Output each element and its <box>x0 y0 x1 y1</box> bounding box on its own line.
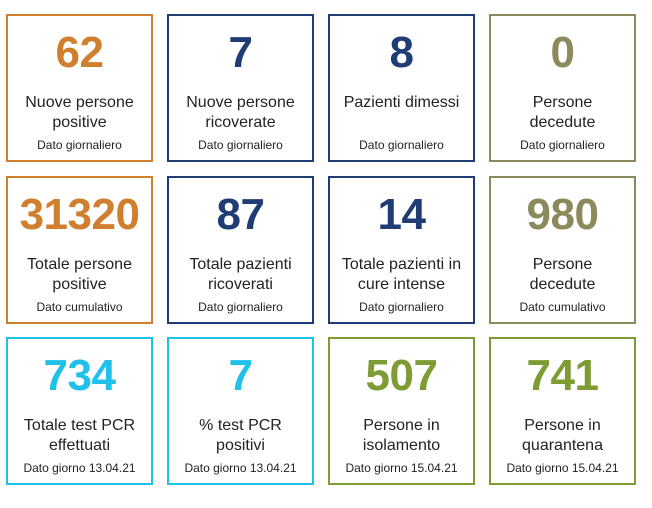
card-label: Totale pazienti ricoverati <box>189 256 292 293</box>
card-note: Dato giornaliero <box>198 300 283 314</box>
card-note: Dato giorno 15.04.21 <box>345 461 458 475</box>
card-intensive-care: 14 Totale pazienti in cure intense Dato g… <box>328 176 475 324</box>
card-value: 7 <box>228 28 253 77</box>
card-value: 87 <box>216 190 265 239</box>
card-note: Dato cumulativo <box>36 300 123 314</box>
card-label: Persone in isolamento <box>362 417 441 454</box>
card-total-positive: 31320 Totale persone positive Dato cumula… <box>6 176 153 324</box>
card-value: 507 <box>365 351 438 400</box>
card-label: Nuove persone positive <box>25 94 134 131</box>
card-note: Dato giornaliero <box>359 300 444 314</box>
card-quarantine: 741 Persone in quarantena Dato giorno 15.… <box>489 337 636 485</box>
card-total-hospitalized: 87 Totale pazienti ricoverati Dato giorna… <box>167 176 314 324</box>
card-note: Dato cumulativo <box>519 300 606 314</box>
card-value: 31320 <box>19 190 140 239</box>
card-note: Dato giornaliero <box>359 138 444 152</box>
card-discharged: 8 Pazienti dimessi Dato giornaliero <box>328 14 475 162</box>
card-value: 8 <box>389 28 414 77</box>
card-value: 734 <box>43 351 116 400</box>
card-value: 7 <box>228 351 253 400</box>
card-deceased-daily: 0 Persone decedute Dato giornaliero <box>489 14 636 162</box>
card-note: Dato giornaliero <box>37 138 122 152</box>
card-note: Dato giornaliero <box>198 138 283 152</box>
card-pcr-tests: 734 Totale test PCR effettuati Dato giorn… <box>6 337 153 485</box>
card-label: % test PCR positivi <box>199 417 282 454</box>
card-label: Nuove persone ricoverate <box>186 94 295 131</box>
card-label: Totale pazienti in cure intense <box>341 256 462 293</box>
card-deceased-cumulative: 980 Persone decedute Dato cumulativo <box>489 176 636 324</box>
card-label: Persone decedute <box>529 94 596 131</box>
card-isolation: 507 Persone in isolamento Dato giorno 15.… <box>328 337 475 485</box>
card-label: Persone in quarantena <box>522 417 603 454</box>
card-label: Totale persone positive <box>27 256 132 293</box>
card-pcr-positive-percent: 7 % test PCR positivi Dato giorno 13.04.2… <box>167 337 314 485</box>
card-label: Persone decedute <box>529 256 596 293</box>
card-note: Dato giorno 15.04.21 <box>506 461 619 475</box>
card-new-positive: 62 Nuove persone positive Dato giornalier… <box>6 14 153 162</box>
card-value: 62 <box>55 28 104 77</box>
card-note: Dato giorno 13.04.21 <box>23 461 136 475</box>
card-label: Pazienti dimessi <box>343 94 460 111</box>
card-value: 741 <box>526 351 599 400</box>
card-note: Dato giornaliero <box>520 138 605 152</box>
card-label: Totale test PCR effettuati <box>23 417 136 454</box>
card-note: Dato giorno 13.04.21 <box>184 461 297 475</box>
card-new-hospitalized: 7 Nuove persone ricoverate Dato giornalie… <box>167 14 314 162</box>
card-value: 980 <box>526 190 599 239</box>
card-value: 0 <box>550 28 575 77</box>
card-value: 14 <box>377 190 426 239</box>
